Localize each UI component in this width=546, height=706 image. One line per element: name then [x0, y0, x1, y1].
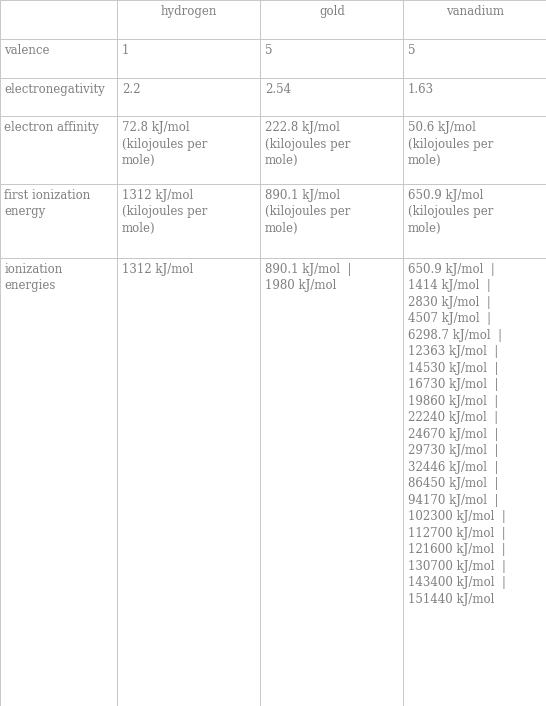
Bar — [260, 116, 403, 184]
Text: 50.6 kJ/mol
(kilojoules per
mole): 50.6 kJ/mol (kilojoules per mole) — [408, 121, 493, 167]
Text: 5: 5 — [265, 44, 272, 56]
Text: 650.9 kJ/mol  |
1414 kJ/mol  |
2830 kJ/mol  |
4507 kJ/mol  |
6298.7 kJ/mol  |
12: 650.9 kJ/mol | 1414 kJ/mol | 2830 kJ/mol… — [408, 263, 506, 606]
Bar — [117, 184, 260, 258]
Text: electron affinity: electron affinity — [4, 121, 99, 134]
Text: 5: 5 — [408, 44, 416, 56]
Text: 2.2: 2.2 — [122, 83, 140, 95]
Bar — [403, 78, 546, 116]
Text: 1.63: 1.63 — [408, 83, 434, 95]
Bar — [260, 78, 403, 116]
Bar — [0, 184, 117, 258]
Bar — [0, 39, 117, 78]
Bar — [0, 258, 117, 706]
Bar — [117, 78, 260, 116]
Text: 650.9 kJ/mol
(kilojoules per
mole): 650.9 kJ/mol (kilojoules per mole) — [408, 189, 493, 234]
Bar — [260, 184, 403, 258]
Text: 1312 kJ/mol
(kilojoules per
mole): 1312 kJ/mol (kilojoules per mole) — [122, 189, 207, 234]
Text: electronegativity: electronegativity — [4, 83, 105, 95]
Text: first ionization
energy: first ionization energy — [4, 189, 91, 218]
Text: vanadium: vanadium — [446, 5, 504, 18]
Text: 2.54: 2.54 — [265, 83, 291, 95]
Bar — [0, 0, 117, 39]
Bar — [117, 39, 260, 78]
Bar — [260, 39, 403, 78]
Bar — [403, 0, 546, 39]
Text: 222.8 kJ/mol
(kilojoules per
mole): 222.8 kJ/mol (kilojoules per mole) — [265, 121, 350, 167]
Text: 1: 1 — [122, 44, 129, 56]
Bar — [403, 184, 546, 258]
Text: 890.1 kJ/mol  |
1980 kJ/mol: 890.1 kJ/mol | 1980 kJ/mol — [265, 263, 351, 292]
Bar — [117, 116, 260, 184]
Text: valence: valence — [4, 44, 50, 56]
Bar — [0, 78, 117, 116]
Text: 1312 kJ/mol: 1312 kJ/mol — [122, 263, 193, 275]
Text: 72.8 kJ/mol
(kilojoules per
mole): 72.8 kJ/mol (kilojoules per mole) — [122, 121, 207, 167]
Text: ionization
energies: ionization energies — [4, 263, 63, 292]
Bar — [0, 116, 117, 184]
Text: hydrogen: hydrogen — [161, 5, 217, 18]
Bar — [117, 0, 260, 39]
Bar — [403, 116, 546, 184]
Bar — [117, 258, 260, 706]
Text: gold: gold — [319, 5, 345, 18]
Text: 890.1 kJ/mol
(kilojoules per
mole): 890.1 kJ/mol (kilojoules per mole) — [265, 189, 350, 234]
Bar — [260, 258, 403, 706]
Bar — [403, 39, 546, 78]
Bar — [403, 258, 546, 706]
Bar — [260, 0, 403, 39]
